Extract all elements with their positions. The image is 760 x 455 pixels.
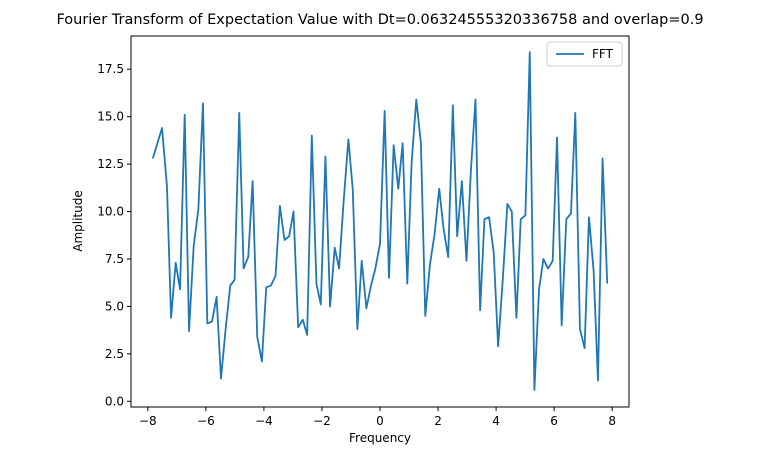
y-tick-label: 15.0 bbox=[97, 110, 124, 124]
y-axis-ticks: 0.0 2.5 5.0 7.5 10.0 12.5 15.0 17.5 bbox=[97, 62, 131, 408]
y-tick-label: 0.0 bbox=[105, 394, 124, 408]
x-tick-label: −8 bbox=[139, 414, 157, 428]
x-tick-label: 2 bbox=[434, 414, 442, 428]
legend: FFT bbox=[546, 41, 623, 67]
x-tick-label: −6 bbox=[197, 414, 215, 428]
y-tick-label: 7.5 bbox=[105, 252, 124, 266]
y-axis-label: Amplitude bbox=[71, 190, 85, 252]
series-line-fft bbox=[151, 51, 609, 391]
y-tick-label: 17.5 bbox=[97, 62, 124, 76]
chart-title: Fourier Transform of Expectation Value w… bbox=[56, 12, 703, 28]
x-tick-label: 4 bbox=[492, 414, 500, 428]
x-axis-ticks: −8 −6 −4 −2 0 2 4 6 8 bbox=[139, 407, 616, 428]
x-tick-label: 8 bbox=[608, 414, 616, 428]
x-axis-label: Frequency bbox=[349, 431, 411, 445]
plot-area bbox=[130, 35, 630, 408]
x-tick-label: 6 bbox=[550, 414, 558, 428]
x-tick-label: −2 bbox=[313, 414, 331, 428]
legend-label-fft: FFT bbox=[592, 47, 614, 61]
x-tick-label: 0 bbox=[376, 414, 384, 428]
y-tick-label: 12.5 bbox=[97, 157, 124, 171]
legend-box bbox=[546, 41, 623, 67]
y-tick-label: 5.0 bbox=[105, 299, 124, 313]
y-tick-label: 10.0 bbox=[97, 205, 124, 219]
y-tick-label: 2.5 bbox=[105, 347, 124, 361]
x-tick-label: −4 bbox=[255, 414, 273, 428]
